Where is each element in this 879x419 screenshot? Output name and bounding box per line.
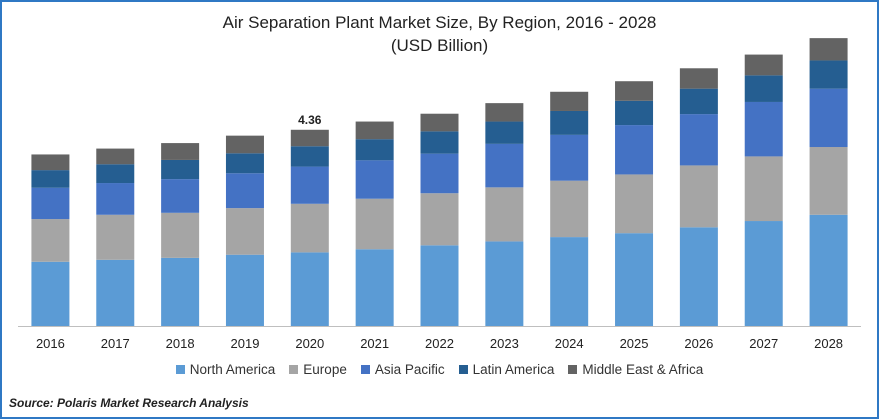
legend-label: Asia Pacific — [374, 362, 445, 377]
legend-item-middle-east-africa: Middle East & Africa — [568, 362, 703, 377]
legend-item-asia-pacific: Asia Pacific — [360, 362, 445, 377]
bar-asia-pacific-2025 — [615, 125, 654, 175]
bar-north-america-2019 — [225, 254, 264, 326]
legend-item-latin-america: Latin America — [458, 362, 555, 377]
x-tick-label-2028: 2028 — [814, 336, 843, 351]
bar-latin-america-2021 — [355, 139, 394, 161]
bar-europe-2025 — [615, 174, 654, 234]
bar-europe-2026 — [679, 165, 718, 228]
bar-europe-2028 — [809, 147, 848, 215]
bar-europe-2021 — [355, 198, 394, 250]
bar-europe-2018 — [161, 212, 200, 258]
bar-north-america-2024 — [550, 237, 589, 326]
x-tick-label-2026: 2026 — [684, 336, 713, 351]
bar-latin-america-2025 — [615, 100, 654, 126]
bar-latin-america-2028 — [809, 60, 848, 89]
bar-latin-america-2018 — [161, 159, 200, 180]
bar-north-america-2017 — [96, 259, 135, 326]
bar-middle-east-africa-2022 — [420, 113, 459, 132]
x-tick-label-2017: 2017 — [101, 336, 130, 351]
x-tick-label-2027: 2027 — [749, 336, 778, 351]
bar-latin-america-2024 — [550, 110, 589, 135]
legend-swatch — [458, 365, 468, 374]
bar-north-america-2023 — [485, 241, 524, 326]
bar-north-america-2022 — [420, 245, 459, 326]
bar-asia-pacific-2028 — [809, 88, 848, 148]
x-tick-label-2022: 2022 — [425, 336, 454, 351]
bar-middle-east-africa-2019 — [225, 135, 264, 154]
chart-title: Air Separation Plant Market Size, By Reg… — [222, 13, 657, 32]
bar-europe-2024 — [550, 180, 589, 238]
bar-asia-pacific-2017 — [96, 183, 135, 215]
bar-europe-2023 — [485, 187, 524, 242]
bar-north-america-2016 — [31, 261, 70, 326]
bar-middle-east-africa-2024 — [550, 91, 589, 111]
bar-asia-pacific-2026 — [679, 114, 718, 166]
x-tick-label-2019: 2019 — [231, 336, 260, 351]
bar-asia-pacific-2024 — [550, 134, 589, 181]
bar-middle-east-africa-2026 — [679, 68, 718, 89]
x-tick-label-2025: 2025 — [620, 336, 649, 351]
bar-north-america-2025 — [615, 233, 654, 327]
bar-north-america-2027 — [744, 221, 783, 326]
bar-latin-america-2022 — [420, 131, 459, 154]
bar-latin-america-2026 — [679, 88, 718, 115]
bar-europe-2020 — [290, 203, 329, 253]
legend-item-europe: Europe — [289, 362, 347, 377]
bar-north-america-2020 — [290, 252, 329, 326]
chart-subtitle: (USD Billion) — [390, 36, 489, 55]
bar-middle-east-africa-2018 — [161, 143, 200, 160]
bar-asia-pacific-2021 — [355, 160, 394, 199]
bar-europe-2027 — [744, 156, 783, 222]
legend-label: Europe — [303, 362, 347, 377]
x-tick-label-2018: 2018 — [166, 336, 195, 351]
legend-label: Latin America — [472, 362, 555, 377]
bar-middle-east-africa-2027 — [744, 54, 783, 76]
data-label-2020: 4.36 — [298, 113, 322, 127]
bar-middle-east-africa-2028 — [809, 38, 848, 61]
bar-asia-pacific-2022 — [420, 153, 459, 194]
bar-middle-east-africa-2016 — [31, 154, 70, 171]
bar-asia-pacific-2023 — [485, 143, 524, 188]
legend-swatch — [289, 365, 299, 374]
bar-asia-pacific-2018 — [161, 179, 200, 213]
bar-latin-america-2016 — [31, 170, 70, 188]
bar-latin-america-2019 — [225, 153, 264, 174]
legend-label: North America — [189, 362, 276, 377]
bar-middle-east-africa-2021 — [355, 121, 394, 140]
bar-north-america-2021 — [355, 249, 394, 326]
x-tick-label-2024: 2024 — [555, 336, 584, 351]
bar-latin-america-2017 — [96, 164, 135, 184]
bar-asia-pacific-2020 — [290, 166, 329, 204]
bar-north-america-2028 — [809, 214, 848, 326]
bar-north-america-2018 — [161, 257, 200, 326]
bar-europe-2016 — [31, 219, 70, 262]
legend-swatch — [360, 365, 370, 374]
bar-europe-2019 — [225, 208, 264, 255]
bar-middle-east-africa-2020 — [290, 129, 329, 147]
bar-latin-america-2020 — [290, 146, 329, 167]
legend-swatch — [175, 365, 185, 374]
bar-middle-east-africa-2017 — [96, 148, 135, 165]
chart-legend: North America Europe Asia Pacific Latin Ame… — [0, 362, 879, 377]
bar-asia-pacific-2027 — [744, 101, 783, 157]
x-tick-label-2020: 2020 — [295, 336, 324, 351]
legend-swatch — [568, 365, 578, 374]
bar-europe-2022 — [420, 193, 459, 246]
legend-label: Middle East & Africa — [582, 362, 704, 377]
bar-middle-east-africa-2025 — [615, 81, 654, 101]
bar-europe-2017 — [96, 214, 135, 260]
bar-asia-pacific-2016 — [31, 187, 70, 220]
x-tick-label-2016: 2016 — [36, 336, 65, 351]
legend-item-north-america: North America — [175, 362, 276, 377]
bar-north-america-2026 — [679, 227, 718, 326]
bar-latin-america-2027 — [744, 75, 783, 102]
source-note: Source: Polaris Market Research Analysis — [9, 396, 249, 410]
bar-asia-pacific-2019 — [225, 173, 264, 209]
bar-middle-east-africa-2023 — [485, 103, 524, 122]
x-tick-label-2023: 2023 — [490, 336, 519, 351]
x-tick-label-2021: 2021 — [360, 336, 389, 351]
bar-latin-america-2023 — [485, 121, 524, 144]
